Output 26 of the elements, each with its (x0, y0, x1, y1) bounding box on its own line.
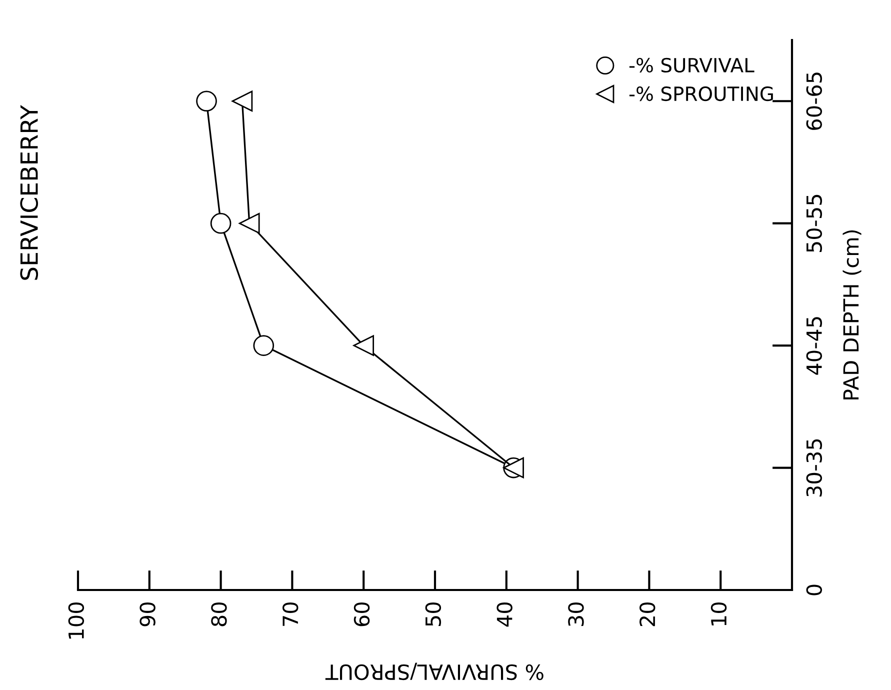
point (210, 212, 232, 234)
text: SERVICEBERRY (20, 104, 38, 280)
y-axis-title: PAD DEPTH (cm) (842, 230, 862, 400)
y-tick-label: 30-35 (806, 439, 822, 496)
point (232, 90, 253, 112)
x-axis-title: % SURVIVAL/SPROUT (325, 662, 544, 680)
point (353, 335, 374, 356)
point (196, 90, 217, 112)
legend-label: -% SURVIVAL (629, 58, 754, 73)
y-tick-label: 60-65 (806, 72, 822, 130)
x-tick-label: 90 (140, 602, 156, 626)
point (238, 212, 260, 234)
x-tick-label: 40 (496, 602, 512, 627)
legend-label: -% SPROUTING (629, 86, 773, 102)
x-tick-label: 30 (568, 602, 584, 626)
x-tick-label: 20 (639, 602, 656, 626)
y-tick-label: 0 (806, 584, 822, 596)
x-tick-label: 70 (282, 602, 298, 626)
y-tick-label: 50-55 (806, 194, 822, 252)
x-tick-label: 50 (425, 602, 442, 626)
x-tick-label: 100 (68, 602, 84, 639)
point (253, 335, 274, 356)
x-tick-label: 80 (211, 602, 227, 626)
y-tick-label: 40-45 (806, 317, 822, 375)
x-tick-label: 10 (710, 602, 727, 626)
x-tick-label: 60 (354, 602, 370, 626)
